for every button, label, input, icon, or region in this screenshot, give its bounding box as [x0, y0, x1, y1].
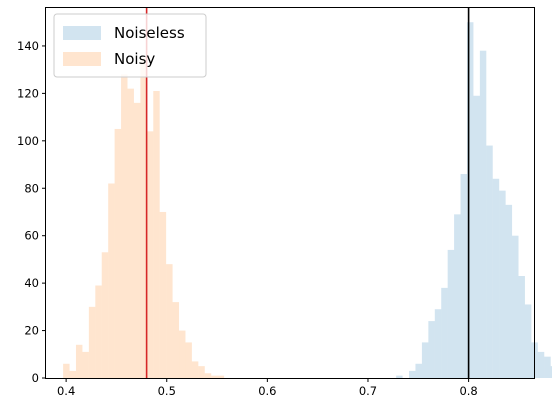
noiseless-bar [499, 190, 506, 378]
legend-box [53, 13, 207, 78]
noisy-bar [185, 342, 192, 378]
noiseless-bar [550, 366, 552, 378]
x-tick-label: 0.6 [258, 384, 276, 398]
noiseless-bar [505, 204, 513, 378]
x-tick-label: 0.7 [359, 384, 377, 398]
legend-swatch-noiseless [63, 26, 101, 40]
y-tick-label: 0 [32, 371, 39, 385]
noiseless-bar [434, 309, 442, 378]
noisy-bar [133, 102, 141, 379]
noiseless-bar [447, 249, 455, 378]
noisy-bar [166, 264, 173, 378]
noiseless-bar [479, 50, 487, 378]
noisy-bar [114, 128, 122, 378]
noisy-bar [217, 375, 225, 378]
noiseless-bar [415, 363, 422, 378]
y-axis: 0 20 40 60 80 100 120 140 [17, 39, 46, 385]
x-tick-label: 0.8 [459, 384, 477, 398]
noiseless-bar [421, 342, 429, 378]
y-tick-label: 80 [24, 181, 39, 195]
noiseless-bar [518, 276, 525, 378]
y-tick-label: 120 [17, 86, 39, 100]
noisy-bar [82, 351, 89, 378]
noisy-bar [75, 344, 83, 378]
noiseless-bar [524, 304, 532, 378]
plot-frame [45, 7, 535, 379]
noisy-bar [108, 183, 115, 378]
noiseless-bar [473, 95, 480, 378]
noisy-bar [146, 131, 154, 378]
noiseless-bar [460, 174, 467, 378]
noiseless-bar [466, 22, 474, 378]
noisy-bar [172, 302, 180, 378]
x-tick-label: 0.5 [158, 384, 176, 398]
noisy-bar [211, 375, 218, 378]
x-axis: 0.4 0.5 0.6 0.7 0.8 [57, 378, 478, 398]
noisy-bar [179, 330, 186, 378]
noisy-bar [95, 285, 102, 378]
x-tick-label: 0.4 [57, 384, 75, 398]
legend-label-noisy: Noisy [114, 50, 155, 68]
noiseless-bar [454, 214, 461, 378]
y-tick-label: 140 [17, 39, 39, 53]
noiseless-bar [492, 178, 500, 378]
noisy-bar [69, 370, 76, 378]
noiseless-bar [441, 287, 448, 378]
noiseless-bar [396, 375, 403, 378]
noisy-bar [63, 363, 70, 378]
y-tick-label: 20 [24, 324, 39, 338]
noisy-bar [204, 373, 212, 378]
noiseless-bar [409, 370, 416, 378]
noiseless-bars [396, 22, 552, 378]
y-tick-label: 40 [24, 276, 39, 290]
y-tick-label: 60 [24, 229, 39, 243]
noiseless-bar [544, 356, 551, 378]
legend-label-noiseless: Noiseless [114, 24, 185, 42]
noisy-bar [153, 91, 160, 378]
noisy-bar [198, 366, 205, 378]
noisy-bar [127, 88, 134, 378]
noiseless-bar [512, 235, 519, 378]
legend-swatch-noisy [63, 52, 101, 66]
noiseless-bar [486, 145, 493, 378]
noisy-bar [121, 74, 128, 378]
legend: Noiseless Noisy [53, 13, 207, 78]
noiseless-bar [537, 351, 545, 378]
noisy-bar [88, 306, 96, 378]
noisy-bars [63, 57, 225, 379]
noiseless-bar [428, 321, 435, 378]
noisy-bar [140, 57, 147, 379]
y-tick-label: 100 [17, 134, 39, 148]
noisy-bar [191, 361, 199, 378]
noisy-bar [101, 252, 109, 378]
noisy-bar [159, 211, 167, 378]
